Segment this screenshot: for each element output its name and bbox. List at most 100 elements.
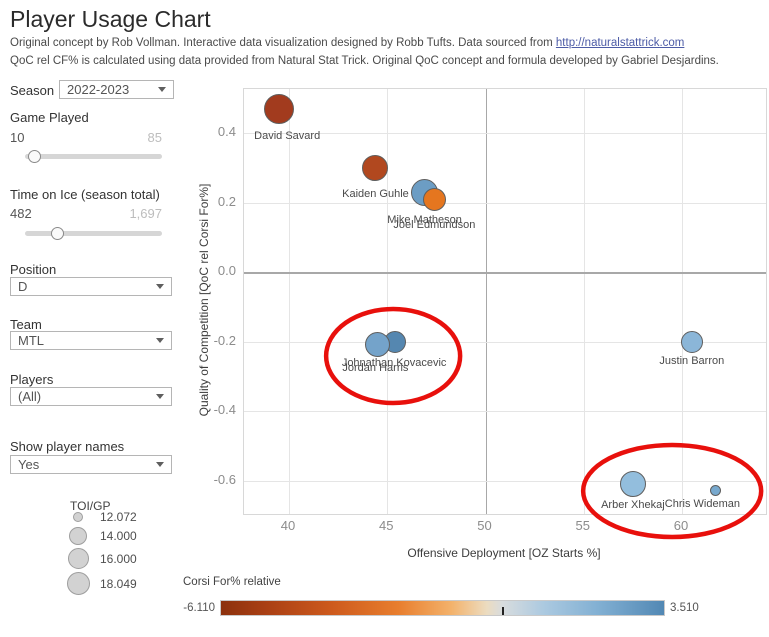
chevron-down-icon <box>156 394 164 399</box>
toi-slider-handle[interactable] <box>50 226 64 240</box>
y-gridline <box>244 133 766 134</box>
y-tick-label: -0.2 <box>213 332 236 348</box>
season-dropdown-value: 2022-2023 <box>67 82 130 97</box>
scatter-plot-area: David Savard Kaiden Guhle Mike Matheson Joe… <box>243 88 767 515</box>
size-legend-value: 12.072 <box>100 510 137 524</box>
mark-label: Justin Barron <box>659 354 725 367</box>
show-player-names-label: Show player names <box>10 439 125 454</box>
game-played-max-value: 85 <box>147 130 162 145</box>
size-legend-circle-cell <box>64 572 92 595</box>
mark-jordan-harris[interactable] <box>364 332 390 358</box>
team-dropdown-value: MTL <box>18 333 44 348</box>
size-legend-value: 18.049 <box>100 576 137 591</box>
mark-label: David Savard <box>254 129 321 142</box>
show-player-names-value: Yes <box>18 457 40 472</box>
y-gridline <box>244 480 766 482</box>
color-legend-max-value: 3.510 <box>670 602 699 614</box>
x-tick-label: 60 <box>673 518 689 533</box>
credits-line-1: Original concept by Rob Vollman. Interac… <box>10 37 684 49</box>
x-axis-title: Offensive Deployment [OZ Starts %] <box>407 546 601 560</box>
data-source-link[interactable]: http://naturalstattrick.com <box>555 37 685 49</box>
toi-max-value: 1,697 <box>129 206 162 221</box>
y-tick-label: 0.0 <box>217 263 236 278</box>
toi-range-values: 482 1,697 <box>10 206 162 221</box>
mark-label: Chris Wideman <box>664 498 740 511</box>
position-dropdown-value: D <box>18 279 28 294</box>
size-legend-circle-icon <box>67 548 89 569</box>
size-legend-circle-icon <box>69 527 87 545</box>
mark-justin-barron[interactable] <box>680 330 703 353</box>
players-filter-label: Players <box>10 372 54 387</box>
players-dropdown-value: (All) <box>18 389 42 404</box>
size-legend-item: 12.072 <box>64 510 137 524</box>
game-played-range-values: 10 85 <box>10 130 162 145</box>
mark-kaiden-guhle[interactable] <box>362 154 389 181</box>
x-tick-label: 50 <box>477 518 492 533</box>
y-gridline <box>244 411 766 412</box>
size-legend-item: 14.000 <box>64 527 137 545</box>
game-played-slider-handle[interactable] <box>28 149 42 163</box>
page-title: Player Usage Chart <box>10 6 211 32</box>
y-gridline <box>244 341 766 343</box>
x-gridline <box>682 89 683 514</box>
chevron-down-icon <box>158 87 166 92</box>
size-legend-circle-icon <box>73 512 83 522</box>
y-axis-title: Quality of Competition [QoC rel Corsi Fo… <box>197 183 211 417</box>
mark-david-savard[interactable] <box>264 93 295 124</box>
x-tick-label: 40 <box>280 518 296 533</box>
x-tick-label: 45 <box>379 518 394 533</box>
y-gridline <box>244 272 766 274</box>
size-legend-circle-cell <box>64 527 92 545</box>
mark-label: Kaiden Guhle <box>342 187 409 200</box>
game-played-slider-track[interactable] <box>25 149 162 163</box>
game-played-min-value: 10 <box>10 130 25 145</box>
size-legend-item: 16.000 <box>64 548 137 569</box>
season-filter-label: Season <box>10 83 55 98</box>
chevron-down-icon <box>156 462 164 467</box>
x-gridline <box>583 89 585 514</box>
mark-label: Joel Edmundson <box>393 218 476 231</box>
x-gridline <box>485 89 487 514</box>
chevron-down-icon <box>156 284 164 289</box>
size-legend-circle-cell <box>64 512 92 522</box>
mark-arber-xhekaj[interactable] <box>619 470 646 497</box>
players-dropdown[interactable]: (All) <box>10 387 172 406</box>
season-dropdown[interactable]: 2022-2023 <box>59 80 174 99</box>
y-tick-label: 0.4 <box>217 124 236 139</box>
team-dropdown[interactable]: MTL <box>10 331 172 350</box>
mark-chris-wideman[interactable] <box>709 485 721 497</box>
y-tick-label: -0.6 <box>213 471 236 487</box>
credits-text: Original concept by Rob Vollman. Interac… <box>10 37 556 49</box>
x-gridline <box>289 89 290 514</box>
x-gridline <box>387 89 389 514</box>
mark-label: Mike Matheson <box>387 213 462 226</box>
toi-filter-label: Time on Ice (season total) <box>10 187 160 202</box>
position-filter-label: Position <box>10 262 57 277</box>
color-legend-gradient-bar <box>220 600 665 616</box>
size-legend-circle-icon <box>66 572 90 595</box>
size-legend-circle-cell <box>64 548 92 569</box>
size-legend-value: 16.000 <box>100 551 137 566</box>
game-played-filter-label: Game Played <box>10 110 89 125</box>
credits-line-2: QoC rel CF% is calculated using data pro… <box>10 55 719 67</box>
size-legend-value: 14.000 <box>100 529 137 543</box>
y-gridline <box>244 202 766 204</box>
size-legend: 12.072 14.000 16.000 18.049 <box>64 510 137 598</box>
mark-label: Jordan Harris <box>342 362 409 375</box>
show-player-names-dropdown[interactable]: Yes <box>10 455 172 474</box>
size-legend-title: TOI/GP <box>70 499 111 513</box>
team-filter-label: Team <box>10 317 42 332</box>
x-tick-label: 55 <box>575 518 590 533</box>
color-legend-zero-tick <box>502 607 504 615</box>
chevron-down-icon <box>156 338 164 343</box>
y-tick-label: 0.2 <box>217 193 236 209</box>
toi-slider-track[interactable] <box>25 226 162 240</box>
toi-min-value: 482 <box>10 206 32 221</box>
color-legend-min-value: -6.110 <box>183 602 215 614</box>
y-tick-label: -0.4 <box>213 402 236 417</box>
position-dropdown[interactable]: D <box>10 277 172 296</box>
color-legend-title: Corsi For% relative <box>183 576 281 588</box>
mark-joel-edmundson[interactable] <box>422 187 446 211</box>
size-legend-item: 18.049 <box>64 572 137 595</box>
